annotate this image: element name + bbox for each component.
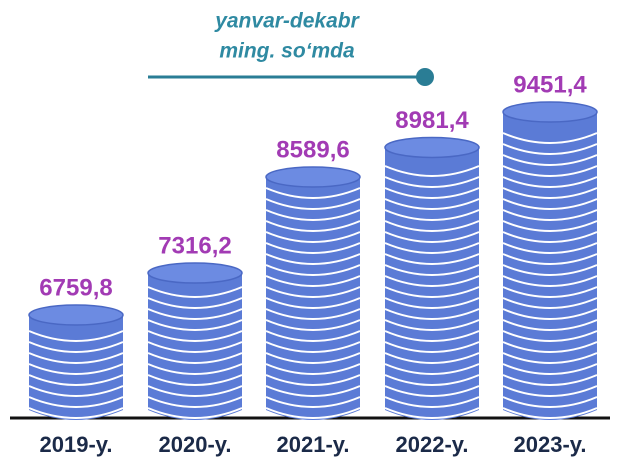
coin-top [503,102,597,122]
chart-subtitle: ming. so‘mda [219,40,355,63]
x-tick-label: 2019-y. [40,432,113,457]
coin-top [29,305,123,325]
bar [266,177,360,420]
x-tick-label: 2023-y. [514,432,587,457]
x-tick-label: 2022-y. [396,432,469,457]
coin-top [385,137,479,157]
coin-top [148,263,242,283]
x-tick-label: 2020-y. [159,432,232,457]
decor-dot [416,68,434,86]
chart: yanvar-dekabr ming. so‘mda 6759,8 2019-y.… [0,0,620,464]
bar [29,315,123,420]
coin-top [266,167,360,187]
chart-title: yanvar-dekabr [214,10,360,33]
value-label: 8589,6 [276,136,349,163]
x-tick-label: 2021-y. [277,432,350,457]
value-label: 8981,4 [395,107,469,134]
value-label: 9451,4 [513,71,587,98]
value-label: 6759,8 [39,274,112,301]
value-label: 7316,2 [158,232,231,259]
